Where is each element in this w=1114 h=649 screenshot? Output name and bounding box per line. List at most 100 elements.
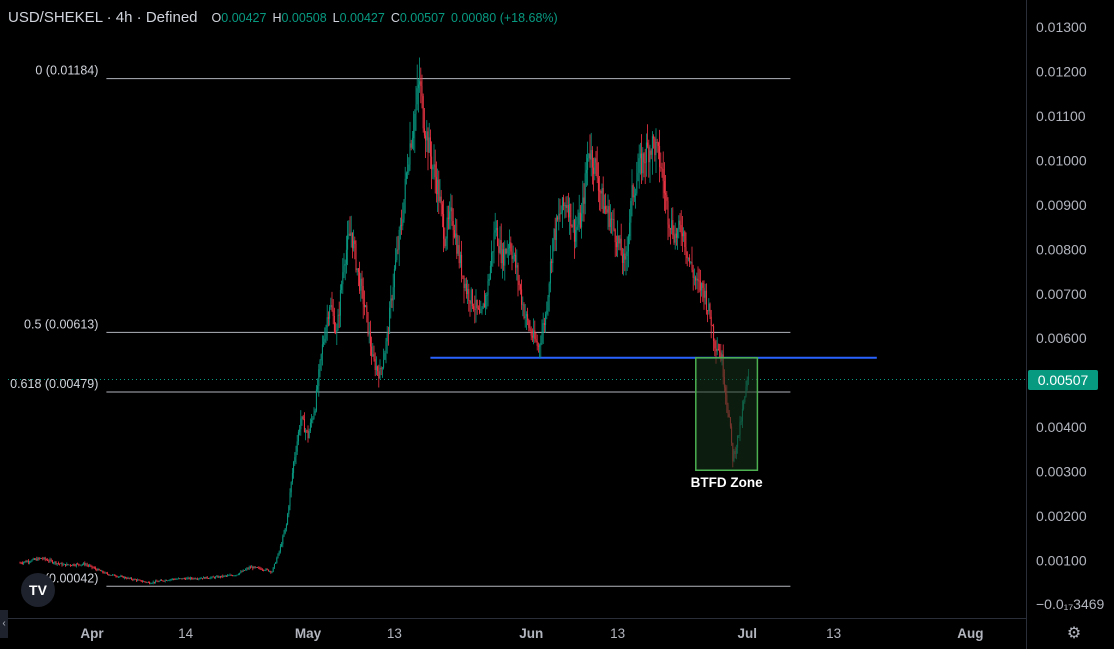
candle-body (37, 557, 39, 561)
candle-body (243, 570, 245, 571)
candle-body (49, 559, 51, 562)
candle-body (140, 580, 142, 582)
candle-body (608, 206, 610, 227)
candle-body (431, 156, 433, 170)
candle-body (565, 205, 567, 209)
candle-body (387, 333, 389, 335)
candle-body (391, 298, 393, 301)
candle-body (48, 560, 50, 562)
candle-body (629, 222, 631, 237)
candle-body (713, 325, 715, 342)
candle-body (587, 158, 589, 170)
candle-body (534, 330, 536, 340)
candle-body (239, 572, 241, 575)
candle-body (127, 577, 129, 579)
price-tick-label: 0.01000 (1036, 152, 1087, 168)
candle-body (336, 329, 338, 333)
candle-body (50, 559, 52, 561)
candle-body (223, 575, 225, 577)
candle-body (645, 142, 647, 163)
candle-body (403, 199, 405, 220)
candle-body (104, 572, 106, 574)
candle-body (181, 578, 183, 580)
candle-body (373, 354, 375, 360)
candle-body (689, 257, 691, 263)
candle-body (151, 583, 153, 584)
candle-body (690, 262, 692, 263)
candle-body (272, 567, 274, 572)
candle-body (137, 579, 139, 581)
candle-body (365, 305, 367, 307)
candle-body (303, 419, 305, 433)
candle-body (467, 288, 469, 295)
candle-body (717, 348, 719, 351)
candle-body (143, 581, 145, 583)
candle-body (386, 333, 388, 342)
candle-body (65, 564, 67, 566)
candle-body (287, 514, 289, 525)
candle-body (402, 219, 404, 226)
price-tick-label: 0.00400 (1036, 419, 1087, 435)
candle-body (605, 206, 607, 210)
candle-body (571, 226, 573, 227)
candle-body (320, 354, 322, 361)
candle-body (263, 569, 265, 571)
candle-body (576, 227, 578, 230)
candle-body (289, 492, 291, 507)
candle-body (134, 579, 136, 580)
candle-body (450, 207, 452, 212)
candle-body (275, 562, 277, 564)
candle-body (578, 212, 580, 225)
candle-body (519, 285, 521, 290)
candle-body (168, 580, 170, 582)
candle-body (74, 565, 76, 567)
candle-body (182, 578, 184, 580)
candle-body (67, 564, 69, 565)
time-tick-label: 13 (826, 626, 841, 641)
candle-body (535, 339, 537, 342)
candle-body (435, 177, 437, 195)
candle-body (158, 580, 160, 582)
candle-body (551, 261, 553, 264)
chevron-left-icon[interactable]: ‹ (0, 610, 8, 638)
candle-body (313, 412, 315, 419)
candle-body (423, 128, 425, 136)
candle-body (324, 338, 326, 343)
candle-body (277, 553, 279, 559)
candle-body (212, 576, 214, 578)
candle-body (249, 567, 251, 569)
gear-icon[interactable]: ⚙ (1066, 625, 1082, 642)
candle-body (481, 308, 483, 313)
candle-body (224, 575, 226, 577)
candle-body (591, 150, 593, 168)
candle-body (99, 570, 101, 572)
candle-body (63, 564, 65, 565)
candle-body (288, 506, 290, 515)
candle-body (306, 430, 308, 432)
candle-body (643, 153, 645, 163)
candle-body (483, 303, 485, 308)
candle-body (432, 166, 434, 170)
candle-body (103, 572, 105, 574)
candle-body (229, 574, 231, 576)
candle-body (446, 217, 448, 239)
candle-body (66, 564, 68, 566)
candle-body (596, 162, 598, 178)
time-tick-label: 14 (178, 626, 194, 641)
candle-body (97, 569, 99, 571)
candle-body (611, 218, 613, 220)
candle-body (179, 578, 181, 580)
candle-body (626, 251, 628, 257)
candle-body (44, 557, 46, 560)
candle-body (648, 146, 650, 163)
candle-body (597, 177, 599, 191)
candle-body (81, 564, 83, 566)
candle-body (653, 136, 655, 139)
candle-body (588, 153, 590, 159)
price-tick-label: 0.00600 (1036, 330, 1087, 346)
candle-body (253, 566, 255, 569)
candle-body (684, 231, 686, 248)
tradingview-logo-icon[interactable]: TV (21, 573, 55, 607)
candle-body (42, 558, 44, 560)
